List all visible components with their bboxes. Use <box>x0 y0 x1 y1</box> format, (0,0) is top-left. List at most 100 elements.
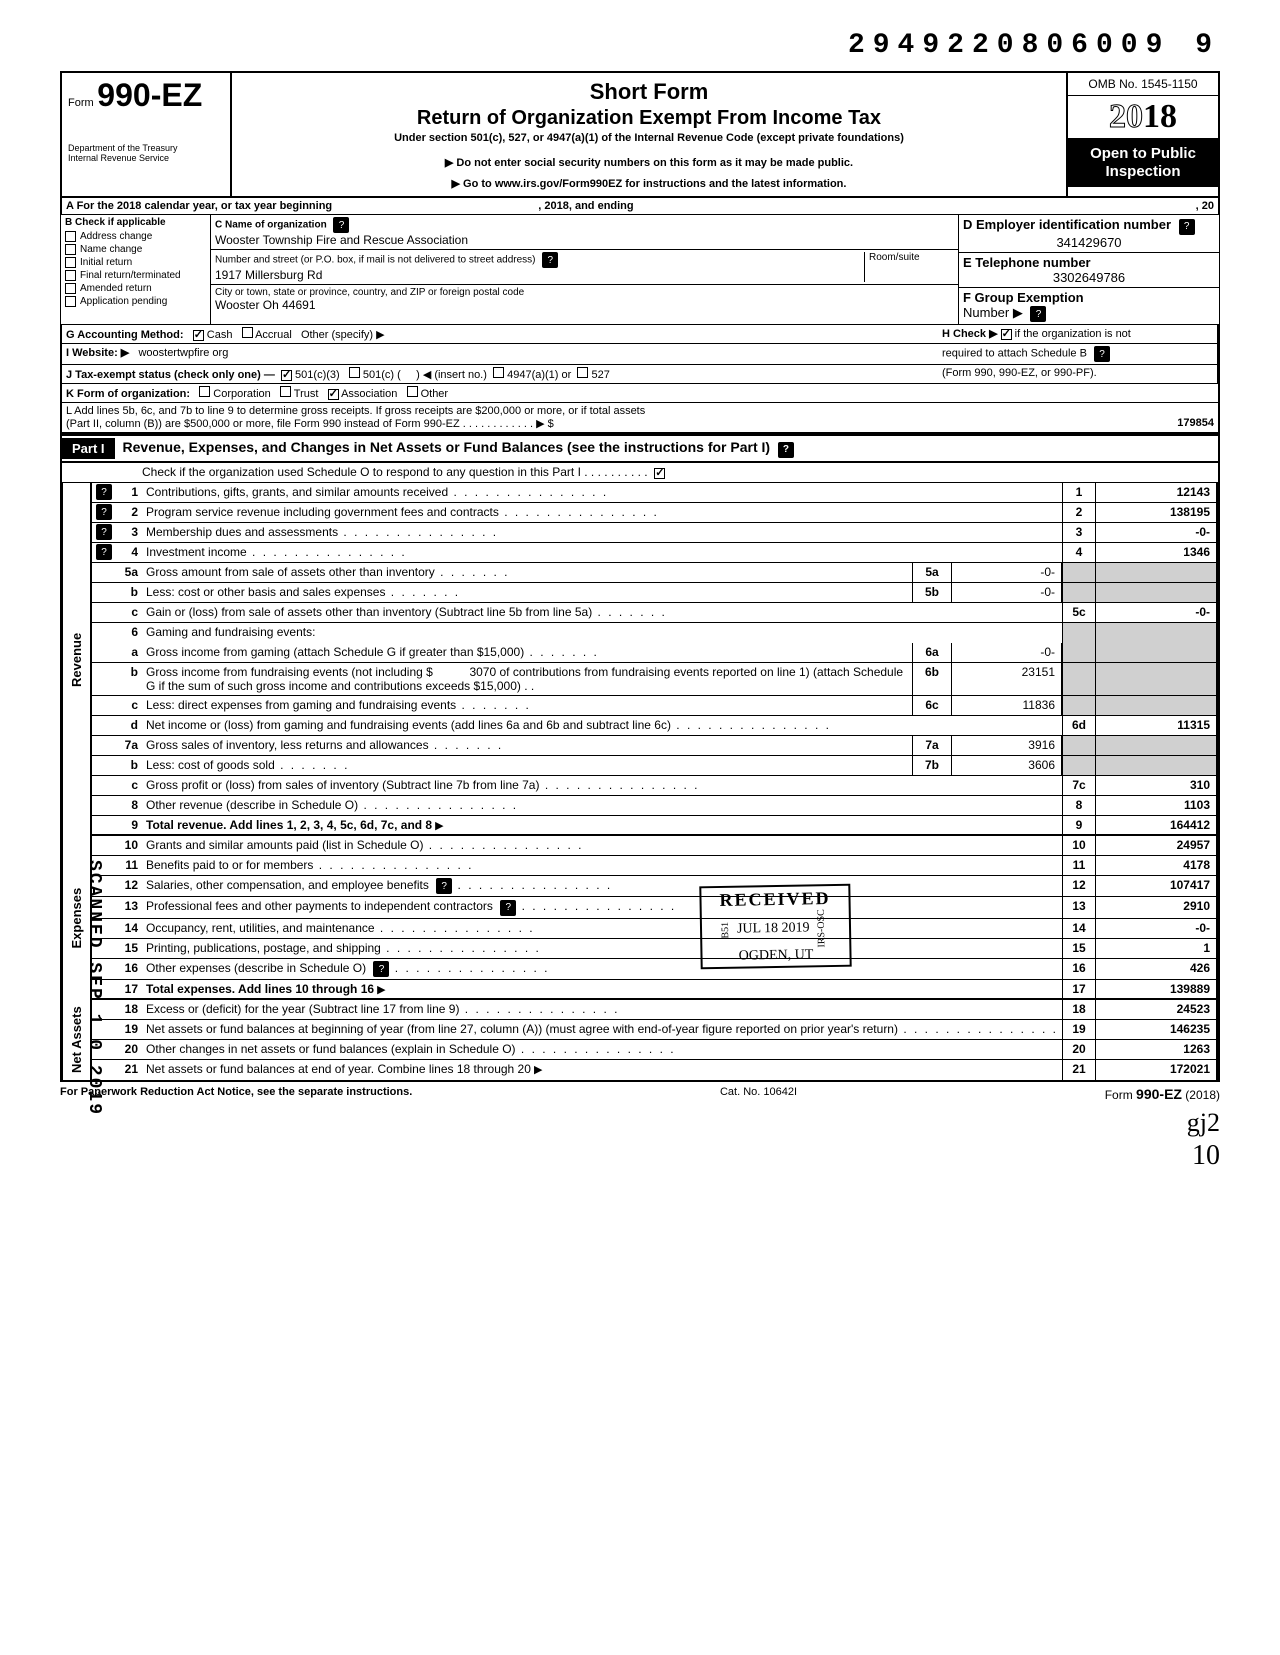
help-icon[interactable]: ? <box>96 524 112 540</box>
row-val: 1346 <box>1096 543 1216 562</box>
row-rn: 20 <box>1062 1040 1096 1059</box>
help-icon[interactable]: ? <box>96 484 112 500</box>
row-text: Gross sales of inventory, less returns a… <box>142 736 912 755</box>
row-text: Membership dues and assessments <box>142 523 1062 542</box>
row-rn: 7c <box>1062 776 1096 795</box>
chk-trust[interactable] <box>280 386 291 397</box>
chk-application-pending[interactable]: Application pending <box>61 295 210 308</box>
form-number: 990-EZ <box>97 77 202 113</box>
chk-amended-return[interactable]: Amended return <box>61 282 210 295</box>
scanned-stamp: SCANNED SEP 1 0 2019 <box>84 860 104 1116</box>
row-no: b <box>112 663 142 695</box>
4947-label: 4947(a)(1) or <box>507 369 571 381</box>
row-text: Contributions, gifts, grants, and simila… <box>142 483 1062 502</box>
row-no: 7a <box>112 736 142 755</box>
row-text: Less: cost or other basis and sales expe… <box>142 583 912 602</box>
help-icon[interactable]: ? <box>1179 219 1195 235</box>
stamp-b51: B51 <box>720 922 731 939</box>
help-icon[interactable]: ? <box>1094 346 1110 362</box>
chk-4947[interactable] <box>493 367 504 378</box>
chk-501c3[interactable] <box>281 370 292 381</box>
help-icon[interactable]: ? <box>778 442 794 458</box>
help-icon[interactable]: ? <box>333 217 349 233</box>
row-mv: 11836 <box>952 696 1062 715</box>
row-5b: b Less: cost or other basis and sales ex… <box>90 583 1218 603</box>
row-no: 14 <box>112 919 142 938</box>
chk-527[interactable] <box>577 367 588 378</box>
row-1: ? 1 Contributions, gifts, grants, and si… <box>90 483 1218 503</box>
line-a-end: , 20 <box>1078 198 1218 214</box>
row-8: 8 Other revenue (describe in Schedule O)… <box>90 796 1218 816</box>
chk-label: Address change <box>80 231 152 242</box>
row-mn: 5b <box>912 583 952 602</box>
chk-accrual[interactable] <box>242 327 253 338</box>
tax-year: 2018 <box>1068 96 1218 139</box>
line-l-2: (Part II, column (B)) are $500,000 or mo… <box>66 417 1094 430</box>
row-mn: 6a <box>912 643 952 662</box>
expenses-block: Expenses 10 Grants and similar amounts p… <box>60 836 1220 1001</box>
row-15: 15 Printing, publications, postage, and … <box>90 939 1218 959</box>
chk-address-change[interactable]: Address change <box>61 230 210 243</box>
chk-other-org[interactable] <box>407 386 418 397</box>
chk-schedule-o[interactable] <box>654 468 665 479</box>
org-name-row: C Name of organization ? Wooster Townshi… <box>211 215 958 250</box>
row-val <box>1096 583 1216 602</box>
line-k-label: K Form of organization: <box>66 388 190 400</box>
chk-501c[interactable] <box>349 367 360 378</box>
help-icon[interactable]: ? <box>96 544 112 560</box>
row-14: 14 Occupancy, rent, utilities, and maint… <box>90 919 1218 939</box>
row-text: Other expenses (describe in Schedule O) … <box>142 959 1062 980</box>
row-no: 19 <box>112 1020 142 1039</box>
row-rn: 4 <box>1062 543 1096 562</box>
row-mn: 6c <box>912 696 952 715</box>
chk-schedule-b[interactable] <box>1001 329 1012 340</box>
footer-right: Form 990-EZ (2018) <box>1105 1086 1220 1102</box>
chk-label: Final return/terminated <box>80 270 181 281</box>
help-icon[interactable]: ? <box>436 878 452 894</box>
open-public: Open to Public Inspection <box>1068 139 1218 187</box>
row-rn <box>1062 643 1096 662</box>
chk-name-change[interactable]: Name change <box>61 243 210 256</box>
other-org-label: Other <box>421 388 449 400</box>
row-17: 17 Total expenses. Add lines 10 through … <box>90 980 1218 1000</box>
group-exempt-row: F Group Exemption Number ▶ ? <box>959 288 1219 325</box>
row-text: Professional fees and other payments to … <box>142 897 1062 918</box>
row-rn: 18 <box>1062 1000 1096 1019</box>
revenue-sidebar: Revenue <box>62 483 90 836</box>
help-icon[interactable]: ? <box>96 504 112 520</box>
row-no: 2 <box>112 503 142 522</box>
row-rn: 5c <box>1062 603 1096 622</box>
row-text: Occupancy, rent, utilities, and maintena… <box>142 919 1062 938</box>
row-6: 6 Gaming and fundraising events: <box>90 623 1218 643</box>
row-no: 18 <box>112 1000 142 1019</box>
row-no: c <box>112 696 142 715</box>
row-no: 8 <box>112 796 142 815</box>
year-suffix: 18 <box>1143 98 1177 135</box>
form-header: Form 990-EZ Department of the Treasury I… <box>60 71 1220 198</box>
chk-assoc[interactable] <box>328 389 339 400</box>
chk-initial-return[interactable]: Initial return <box>61 256 210 269</box>
chk-cash[interactable] <box>193 330 204 341</box>
row-rn <box>1062 623 1096 643</box>
section-note: Under section 501(c), 527, or 4947(a)(1)… <box>238 132 1060 144</box>
ein-row: D Employer identification number ? 34142… <box>959 215 1219 253</box>
help-icon[interactable]: ? <box>373 961 389 977</box>
chk-final-return[interactable]: Final return/terminated <box>61 269 210 282</box>
row-text: Gain or (loss) from sale of assets other… <box>142 603 1062 622</box>
help-icon[interactable]: ? <box>542 252 558 268</box>
row-rn: 14 <box>1062 919 1096 938</box>
row-rn: 6d <box>1062 716 1096 735</box>
chk-label: Application pending <box>80 296 167 307</box>
help-icon[interactable]: ? <box>500 900 516 916</box>
row-rn <box>1062 736 1096 755</box>
row-rn <box>1062 756 1096 775</box>
row-val: 164412 <box>1096 816 1216 834</box>
row-7c: c Gross profit or (loss) from sales of i… <box>90 776 1218 796</box>
row-text: Other changes in net assets or fund bala… <box>142 1040 1062 1059</box>
chk-corp[interactable] <box>199 386 210 397</box>
row-text: Printing, publications, postage, and shi… <box>142 939 1062 958</box>
help-icon[interactable]: ? <box>1030 306 1046 322</box>
row-3: ? 3 Membership dues and assessments 3 -0… <box>90 523 1218 543</box>
stamp-location: OGDEN, UT <box>720 947 831 965</box>
row-text: Net income or (loss) from gaming and fun… <box>142 716 1062 735</box>
